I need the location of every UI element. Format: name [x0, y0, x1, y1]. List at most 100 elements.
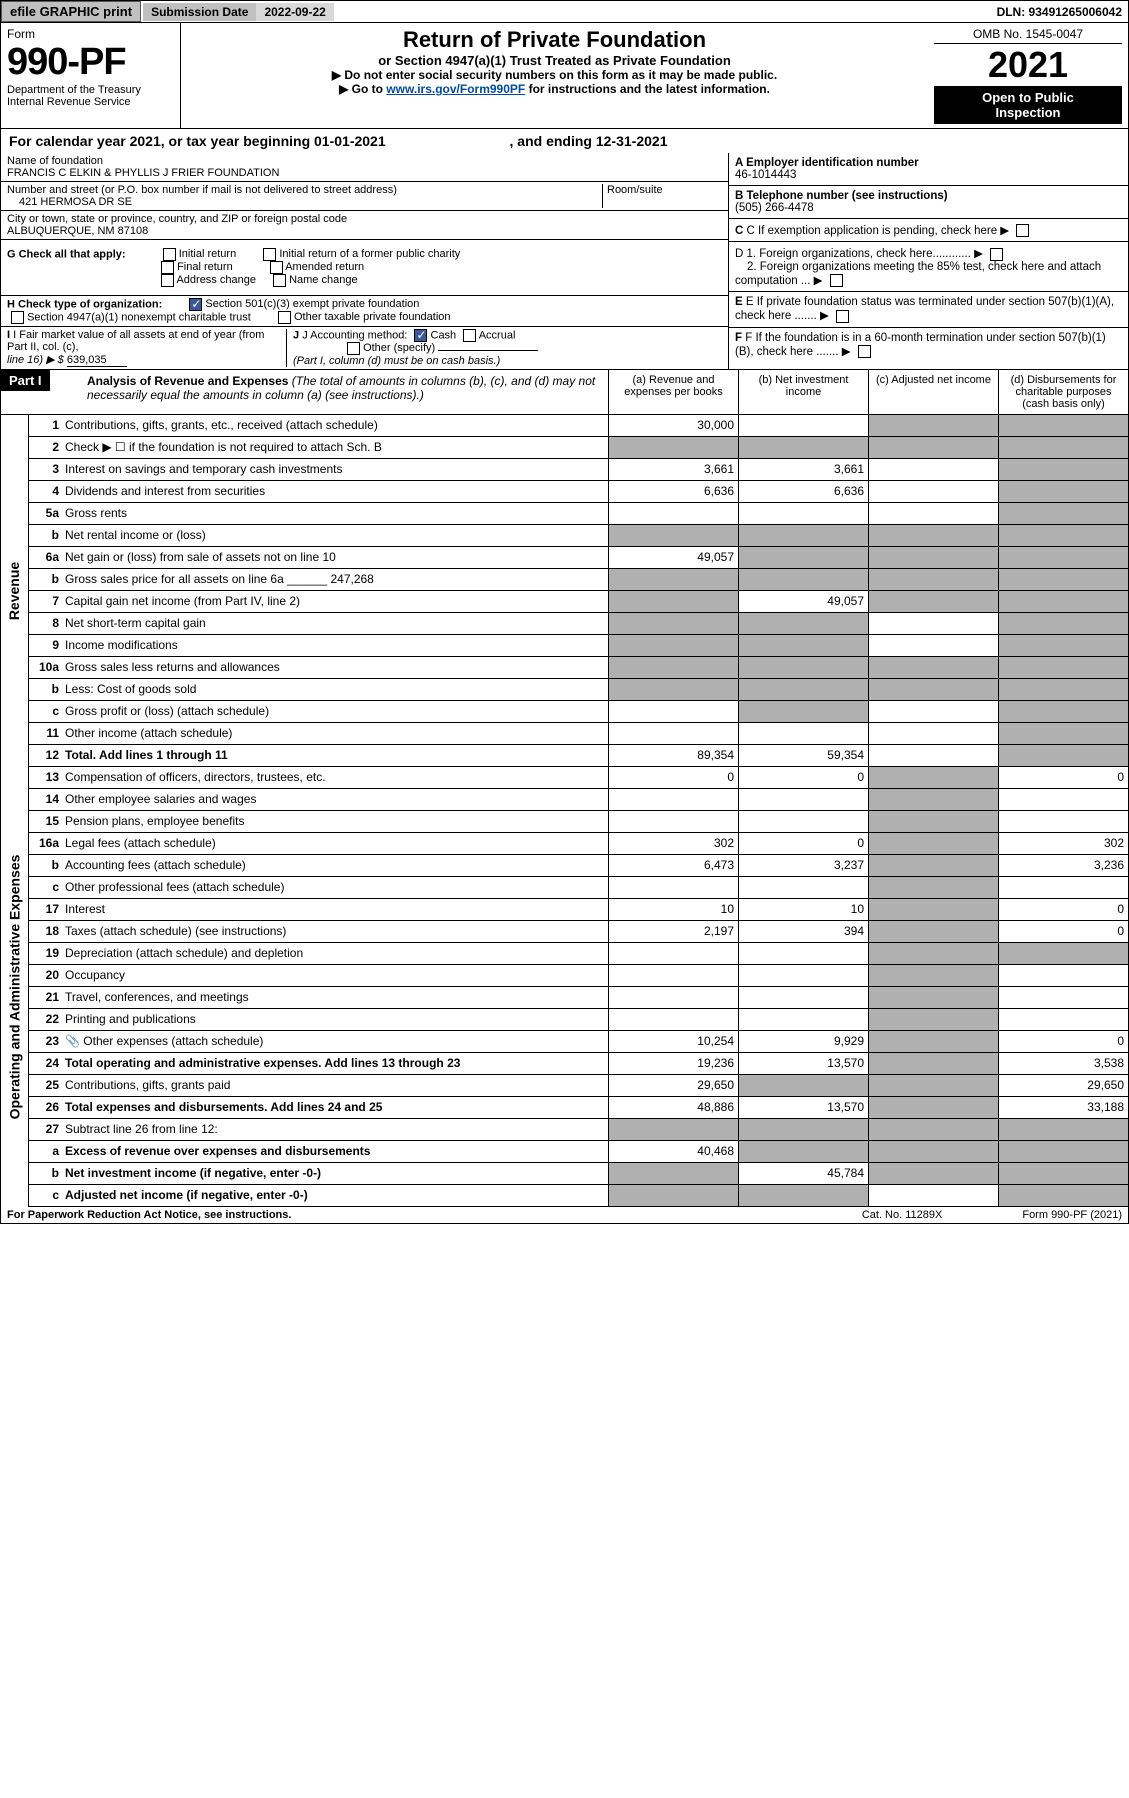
col-d-header: (d) Disbursements for charitable purpose…: [998, 370, 1128, 414]
table-row: 4Dividends and interest from securities6…: [29, 481, 1128, 503]
tax-year: 2021: [934, 44, 1122, 86]
submission-label: Submission Date: [143, 3, 256, 21]
line-description: Other income (attach schedule): [65, 726, 232, 740]
amount-cell: [608, 613, 738, 634]
amount-cell: [998, 503, 1128, 524]
amount-cell: [998, 1185, 1128, 1206]
revenue-label: Revenue: [7, 562, 23, 620]
phone-value: (505) 266-4478: [735, 202, 814, 214]
form-title: Return of Private Foundation: [187, 27, 922, 53]
amount-cell: [998, 877, 1128, 898]
4947-checkbox[interactable]: [11, 311, 24, 324]
amount-cell: 33,188: [998, 1097, 1128, 1118]
final-return-checkbox[interactable]: [161, 261, 174, 274]
line-number: 7: [29, 591, 61, 612]
amount-cell: [868, 701, 998, 722]
amount-cell: [608, 1185, 738, 1206]
form-subtitle: or Section 4947(a)(1) Trust Treated as P…: [187, 53, 922, 68]
line-number: 13: [29, 767, 61, 788]
attachment-icon[interactable]: 📎: [65, 1034, 83, 1048]
line-description: Adjusted net income (if negative, enter …: [65, 1188, 308, 1202]
line-description: Other expenses (attach schedule): [83, 1034, 263, 1048]
amended-return-checkbox[interactable]: [270, 261, 283, 274]
g-label: G Check all that apply:: [7, 248, 126, 260]
amount-cell: 302: [998, 833, 1128, 854]
room-label: Room/suite: [602, 184, 722, 208]
address-change-checkbox[interactable]: [161, 274, 174, 287]
initial-return-checkbox[interactable]: [163, 248, 176, 261]
cash-checkbox[interactable]: [414, 329, 427, 342]
line-number: c: [29, 877, 61, 898]
amount-cell: [738, 569, 868, 590]
amount-cell: [868, 1075, 998, 1096]
name-change-checkbox[interactable]: [273, 274, 286, 287]
other-method-checkbox[interactable]: [347, 342, 360, 355]
table-row: 3Interest on savings and temporary cash …: [29, 459, 1128, 481]
amount-cell: [868, 789, 998, 810]
amount-cell: 29,650: [998, 1075, 1128, 1096]
amount-cell: 0: [998, 921, 1128, 942]
irs-link[interactable]: www.irs.gov/Form990PF: [386, 82, 525, 96]
line-number: b: [29, 855, 61, 876]
foundation-name: FRANCIS C ELKIN & PHYLLIS J FRIER FOUNDA…: [7, 167, 722, 179]
paperwork-notice: For Paperwork Reduction Act Notice, see …: [7, 1209, 291, 1221]
line-number: c: [29, 1185, 61, 1206]
line-number: 3: [29, 459, 61, 480]
line-number: 15: [29, 811, 61, 832]
table-row: 2Check ▶ ☐ if the foundation is not requ…: [29, 437, 1128, 459]
table-row: 20Occupancy: [29, 965, 1128, 987]
amount-cell: [738, 657, 868, 678]
efile-print-button[interactable]: efile GRAPHIC print: [1, 1, 141, 22]
amount-cell: [738, 547, 868, 568]
j-note: (Part I, column (d) must be on cash basi…: [293, 355, 500, 367]
501c3-checkbox[interactable]: [189, 298, 202, 311]
amount-cell: 2,197: [608, 921, 738, 942]
exemption-pending-checkbox[interactable]: [1016, 224, 1029, 237]
table-row: 17Interest10100: [29, 899, 1128, 921]
amount-cell: [738, 943, 868, 964]
status-terminated-checkbox[interactable]: [836, 310, 849, 323]
amount-cell: [608, 723, 738, 744]
amount-cell: [868, 547, 998, 568]
amount-cell: [868, 613, 998, 634]
accrual-checkbox[interactable]: [463, 329, 476, 342]
amount-cell: 29,650: [608, 1075, 738, 1096]
ein-label: A Employer identification number: [735, 157, 919, 169]
f-label: F F If the foundation is in a 60-month t…: [735, 332, 1106, 358]
line-number: 12: [29, 745, 61, 766]
other-taxable-checkbox[interactable]: [278, 311, 291, 324]
line-number: 5a: [29, 503, 61, 524]
amount-cell: 3,661: [738, 459, 868, 480]
table-row: 13Compensation of officers, directors, t…: [29, 767, 1128, 789]
line-description: Gross profit or (loss) (attach schedule): [65, 704, 269, 718]
amount-cell: [998, 745, 1128, 766]
line-number: b: [29, 569, 61, 590]
table-row: bNet investment income (if negative, ent…: [29, 1163, 1128, 1185]
amount-cell: [998, 459, 1128, 480]
table-row: bAccounting fees (attach schedule)6,4733…: [29, 855, 1128, 877]
amount-cell: [868, 591, 998, 612]
amount-cell: [998, 965, 1128, 986]
amount-cell: 0: [998, 1031, 1128, 1052]
amount-cell: 19,236: [608, 1053, 738, 1074]
amount-cell: [868, 1141, 998, 1162]
amount-cell: [998, 943, 1128, 964]
line-number: 9: [29, 635, 61, 656]
col-b-header: (b) Net investment income: [738, 370, 868, 414]
amount-cell: 0: [998, 899, 1128, 920]
foreign-85-checkbox[interactable]: [830, 274, 843, 287]
initial-former-checkbox[interactable]: [263, 248, 276, 261]
amount-cell: 394: [738, 921, 868, 942]
amount-cell: 45,784: [738, 1163, 868, 1184]
foreign-org-checkbox[interactable]: [990, 248, 1003, 261]
table-row: 8Net short-term capital gain: [29, 613, 1128, 635]
60month-checkbox[interactable]: [858, 345, 871, 358]
amount-cell: 89,354: [608, 745, 738, 766]
amount-cell: [738, 1141, 868, 1162]
line-number: 19: [29, 943, 61, 964]
amount-cell: [998, 547, 1128, 568]
line-number: 4: [29, 481, 61, 502]
amount-cell: [868, 459, 998, 480]
amount-cell: [738, 503, 868, 524]
amount-cell: [998, 635, 1128, 656]
